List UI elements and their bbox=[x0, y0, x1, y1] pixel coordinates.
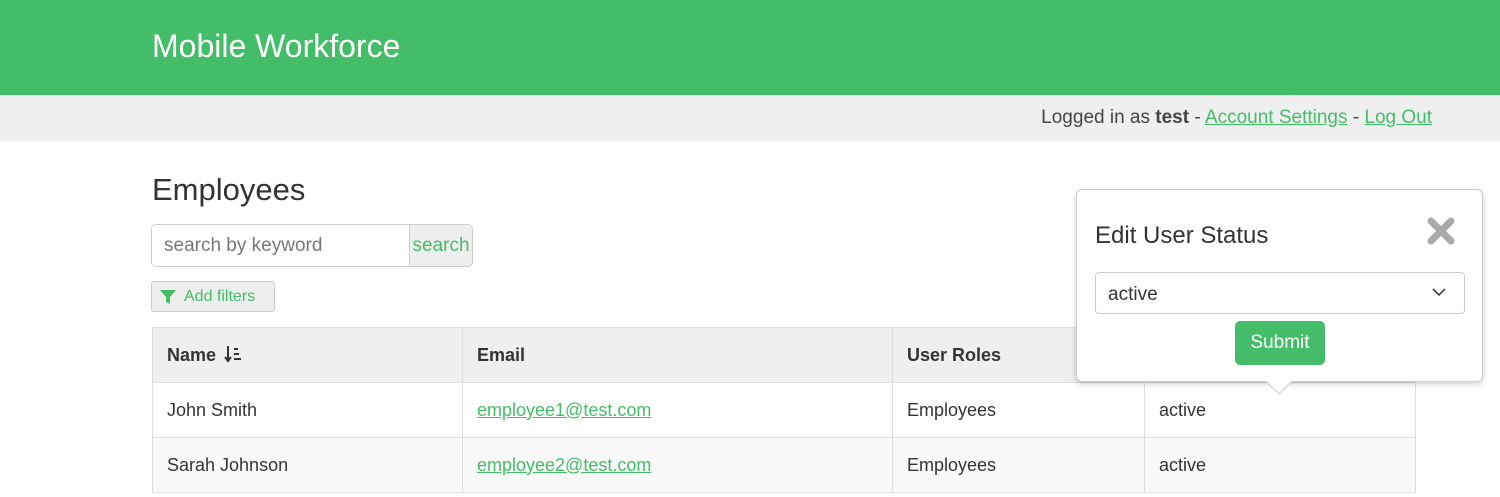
sort-alpha-down-icon bbox=[224, 345, 242, 363]
account-settings-link[interactable]: Account Settings bbox=[1204, 107, 1348, 128]
submit-button[interactable]: Submit bbox=[1235, 321, 1325, 365]
logged-in-label: Logged in as bbox=[1041, 107, 1156, 128]
cell-roles: Employees bbox=[892, 382, 1145, 438]
edit-user-status-popover: Edit User Status active Submit bbox=[1076, 189, 1483, 395]
separator: - bbox=[1347, 107, 1365, 128]
popover-title: Edit User Status bbox=[1095, 222, 1269, 249]
column-header-email[interactable]: Email bbox=[462, 327, 893, 383]
user-bar: Logged in as test - Account Settings - L… bbox=[0, 95, 1500, 141]
status-select-value: active bbox=[1108, 284, 1158, 305]
app-header: Mobile Workforce bbox=[0, 0, 1500, 95]
email-link[interactable]: employee1@test.com bbox=[477, 399, 652, 420]
username: test bbox=[1155, 107, 1190, 128]
email-link[interactable]: employee2@test.com bbox=[477, 454, 652, 475]
add-filters-label: Add filters bbox=[184, 287, 256, 305]
cell-email: employee2@test.com bbox=[462, 437, 893, 493]
status-select[interactable]: active bbox=[1095, 272, 1465, 314]
app-title: Mobile Workforce bbox=[152, 28, 401, 64]
cell-status[interactable]: active bbox=[1144, 437, 1416, 493]
column-header-name[interactable]: Name bbox=[152, 327, 463, 383]
logout-link[interactable]: Log Out bbox=[1364, 107, 1432, 128]
search-button[interactable]: search bbox=[409, 225, 472, 266]
cell-name: Sarah Johnson bbox=[152, 437, 463, 493]
search-group: search bbox=[151, 224, 473, 267]
chevron-down-icon bbox=[1432, 288, 1446, 297]
table-row: John Smith employee1@test.com Employees … bbox=[152, 382, 1416, 438]
filter-icon bbox=[160, 289, 176, 304]
cell-email: employee1@test.com bbox=[462, 382, 893, 438]
add-filters-button[interactable]: Add filters bbox=[151, 281, 275, 312]
cell-roles: Employees bbox=[892, 437, 1145, 493]
search-input[interactable] bbox=[152, 225, 409, 266]
separator: - bbox=[1189, 107, 1205, 128]
close-icon[interactable] bbox=[1426, 216, 1456, 246]
table-row: Sarah Johnson employee2@test.com Employe… bbox=[152, 437, 1416, 493]
cell-name: John Smith bbox=[152, 382, 463, 438]
page-title: Employees bbox=[152, 172, 306, 207]
column-label: Name bbox=[167, 344, 217, 365]
